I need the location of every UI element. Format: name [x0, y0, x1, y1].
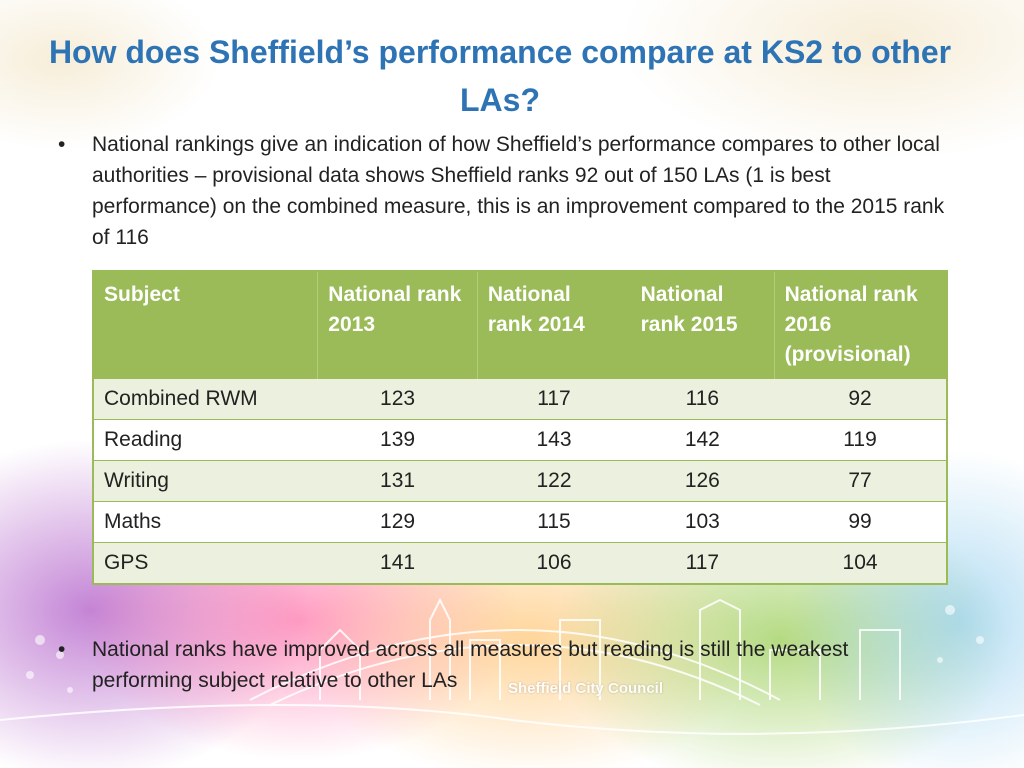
cell-rank-2014: 106 [477, 542, 631, 584]
bullet-text: National ranks have improved across all … [92, 638, 849, 692]
cell-rank-2016: 92 [774, 378, 947, 420]
cell-subject: Combined RWM [93, 378, 318, 420]
table-row: GPS 141 106 117 104 [93, 542, 947, 584]
cell-rank-2016: 99 [774, 501, 947, 543]
cell-subject: Reading [93, 419, 318, 461]
cell-rank-2013: 123 [317, 378, 478, 420]
header-rank-2014: National rank 2014 [477, 271, 631, 379]
slide-title: How does Sheffield’s performance compare… [48, 34, 952, 118]
bullet-dot: • [58, 133, 66, 156]
table-row: Writing 131 122 126 77 [93, 460, 947, 502]
header-rank-2013: National rank 2013 [317, 271, 478, 379]
cell-subject: Maths [93, 501, 318, 543]
table-row: Maths 129 115 103 99 [93, 501, 947, 543]
cell-rank-2015: 142 [630, 419, 775, 461]
table-header-row: Subject National rank 2013 National rank… [93, 271, 947, 379]
council-logo: Sheffield City Council [508, 680, 664, 697]
header-rank-2016: National rank 2016 (provisional) [774, 271, 947, 379]
cell-rank-2014: 143 [477, 419, 631, 461]
bullet-text: National rankings give an indication of … [92, 133, 945, 249]
header-rank-2015: National rank 2015 [630, 271, 775, 379]
bullet-summary: • National ranks have improved across al… [58, 634, 958, 704]
cell-rank-2015: 116 [630, 378, 775, 420]
table-row: Reading 139 143 142 119 [93, 419, 947, 461]
cell-rank-2016: 119 [774, 419, 947, 461]
cell-rank-2015: 103 [630, 501, 775, 543]
cell-rank-2016: 77 [774, 460, 947, 502]
cell-rank-2014: 122 [477, 460, 631, 502]
cell-subject: GPS [93, 542, 318, 584]
bullet-rankings: • National rankings give an indication o… [58, 129, 958, 259]
bullet-dot: • [58, 638, 66, 661]
cell-rank-2015: 117 [630, 542, 775, 584]
cell-rank-2016: 104 [774, 542, 947, 584]
header-subject: Subject [93, 271, 319, 379]
cell-subject: Writing [93, 460, 318, 502]
cell-rank-2013: 131 [317, 460, 478, 502]
table-row: Combined RWM 123 117 116 92 [93, 378, 947, 420]
cell-rank-2013: 141 [317, 542, 478, 584]
cell-rank-2014: 115 [477, 501, 631, 543]
cell-rank-2013: 139 [317, 419, 478, 461]
cell-rank-2015: 126 [630, 460, 775, 502]
cell-rank-2013: 129 [317, 501, 478, 543]
national-rank-table: Subject National rank 2013 National rank… [92, 270, 948, 585]
cell-rank-2014: 117 [477, 378, 631, 420]
